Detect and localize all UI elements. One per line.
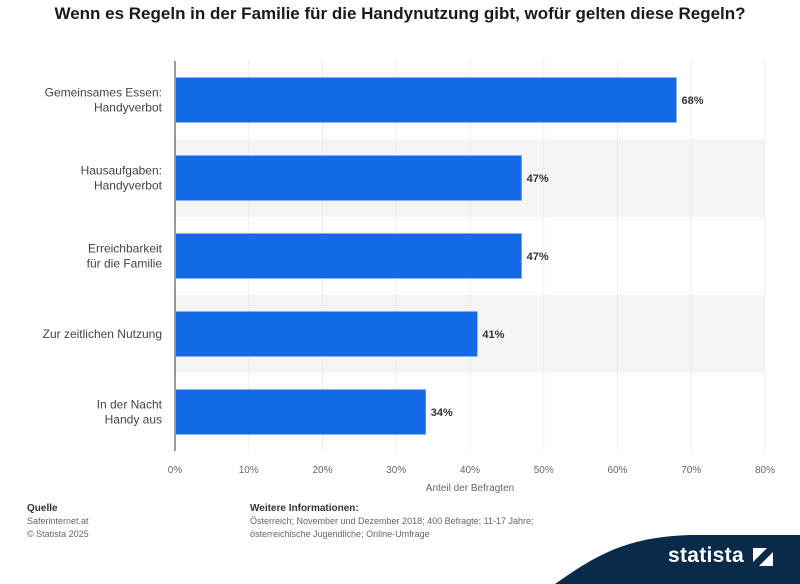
x-axis-title: Anteil der Befragten	[426, 483, 514, 494]
info-line: Österreich; November und Dezember 2018; …	[250, 516, 534, 526]
bar[interactable]	[176, 77, 677, 123]
category-label: In der Nacht	[97, 398, 163, 412]
category-label: Handyverbot	[94, 179, 163, 193]
category-label: Handyverbot	[94, 101, 163, 115]
bar[interactable]	[176, 311, 478, 357]
x-tick-label: 40%	[460, 465, 480, 476]
value-label: 68%	[682, 95, 704, 107]
x-tick-label: 10%	[239, 465, 259, 476]
value-labels: 68% 47% 47% 41% 34%	[431, 95, 704, 419]
x-tick-label: 60%	[607, 465, 627, 476]
category-label: Handy aus	[105, 413, 162, 427]
category-labels: Gemeinsames Essen:HandyverbotHausaufgabe…	[43, 86, 163, 427]
x-tick-label: 30%	[386, 465, 406, 476]
category-label: Hausaufgaben:	[81, 164, 162, 178]
bar[interactable]	[176, 155, 522, 201]
value-label: 41%	[482, 329, 504, 341]
x-tick-label: 50%	[534, 465, 554, 476]
value-label: 47%	[527, 173, 549, 185]
source-heading: Quelle	[27, 503, 58, 514]
bars	[176, 77, 677, 435]
bar[interactable]	[176, 389, 426, 435]
category-label: Zur zeitlichen Nutzung	[43, 327, 162, 341]
source-block: Quelle Saferinternet.at © Statista 2025	[27, 502, 89, 541]
category-label: für die Familie	[87, 257, 163, 271]
statista-logo[interactable]: statista	[668, 544, 744, 567]
bar[interactable]	[176, 233, 522, 279]
chart-title: Wenn es Regeln in der Familie für die Ha…	[54, 4, 746, 23]
info-line: österreichische Jugendliche; Online-Umfr…	[250, 529, 430, 539]
value-label: 34%	[431, 407, 453, 419]
x-tick-label: 70%	[681, 465, 701, 476]
category-label: Erreichbarkeit	[88, 242, 163, 256]
source-line: Saferinternet.at	[27, 516, 89, 526]
info-heading: Weitere Informationen:	[250, 503, 359, 514]
x-tick-label: 80%	[755, 465, 775, 476]
x-tick-label: 20%	[312, 465, 332, 476]
statista-logo-icon	[753, 548, 773, 566]
value-label: 47%	[527, 251, 549, 263]
x-tick-labels: 0% 10% 20% 30% 40% 50% 60% 70% 80%	[168, 465, 775, 476]
info-block: Weitere Informationen: Österreich; Novem…	[250, 502, 610, 541]
copyright-line: © Statista 2025	[27, 529, 89, 539]
x-tick-label: 0%	[168, 465, 183, 476]
category-label: Gemeinsames Essen:	[45, 86, 162, 100]
